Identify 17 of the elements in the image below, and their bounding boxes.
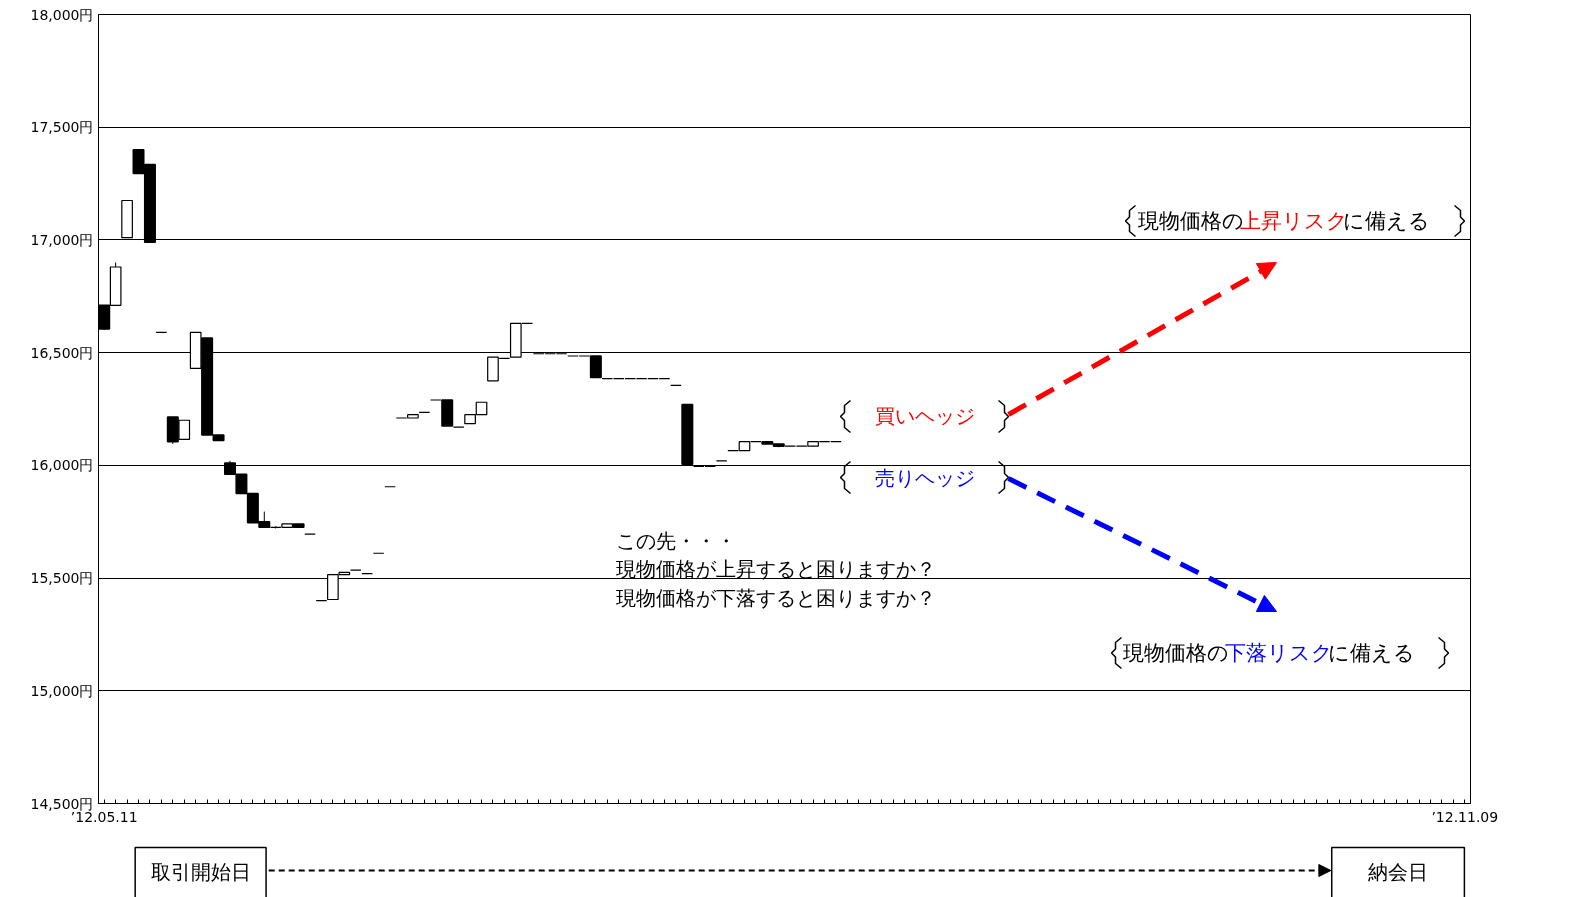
annotation: 現物価格の下落リスクに備える: [1122, 640, 1416, 665]
y-tick-label: 18,000円: [30, 6, 94, 23]
y-tick-label: 14,500円: [30, 795, 94, 812]
annotation: この先・・・: [615, 528, 736, 553]
text: 取引開始日: [150, 859, 251, 884]
y-tick-label: 17,500円: [30, 119, 94, 136]
annotation: 売りヘッジ: [874, 465, 975, 490]
y-tick-label: 15,500円: [30, 570, 94, 587]
y-tick-label: 15,000円: [30, 682, 94, 699]
annotation: 買いヘッジ: [874, 403, 975, 428]
annotation: 現物価格の上昇リスクに備える: [1137, 208, 1431, 233]
y-tick-label: 17,000円: [30, 231, 94, 248]
text: 納会日: [1368, 859, 1429, 884]
y-tick-label: 16,000円: [30, 457, 94, 474]
x-tick-label: ’12.11.09: [1431, 808, 1499, 825]
y-tick-label: 16,500円: [30, 344, 94, 361]
annotation: 現物価格が下落すると困りますか？: [615, 585, 936, 610]
